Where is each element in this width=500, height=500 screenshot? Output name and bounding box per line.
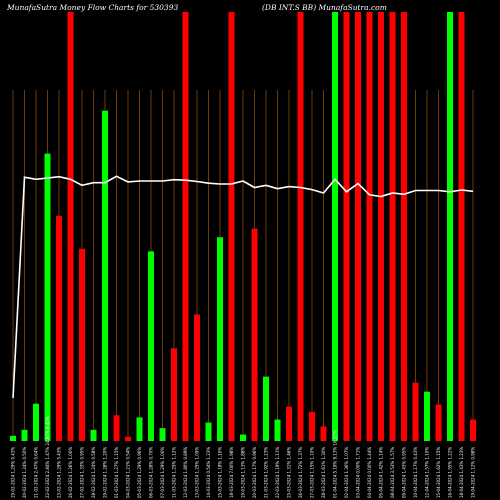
bar-up xyxy=(274,419,281,441)
bar-down xyxy=(56,215,62,441)
x-tick-label: 16-04-2024 1.55% 1.22% xyxy=(448,447,453,498)
bar-down xyxy=(389,12,396,441)
bar-up xyxy=(447,12,453,441)
x-tick-label: 15-03-2024 1.18% 1.10% xyxy=(218,447,223,498)
x-tick-label: 22-02-2024 2.84% 1.47% 24.97% 8.40% xyxy=(45,416,50,498)
x-tick-label: 06-03-2024 1.28% 0.70% xyxy=(149,447,154,498)
bar-up xyxy=(10,435,16,441)
chart-title-right: (DB INT.S BB) MunafaSutra.com xyxy=(262,3,387,12)
x-tick-label: 10-04-2024 1.17% 0.43% xyxy=(413,447,418,498)
x-tick-label: 27-03-2024 1.15% 1.10% xyxy=(310,447,315,498)
bar-up xyxy=(102,110,108,442)
bar-down xyxy=(251,228,258,441)
bar-up xyxy=(159,428,166,441)
chart-title-left: MunafaSutra Money Flow Charts for 530393 xyxy=(7,3,179,12)
x-tick-label: 01-04-2024 5.19% 9.13% 16.32% xyxy=(333,430,338,498)
x-tick-label: 20-02-2024 1.24% 0.50% xyxy=(22,447,27,498)
x-tick-label: 18-03-2024 7.00% 1.98% xyxy=(229,447,234,498)
x-tick-label: 07-03-2024 1.29% 1.00% xyxy=(160,447,165,498)
x-tick-label: 02-04-2024 1.36% 1.07% xyxy=(344,447,349,498)
bar-down xyxy=(458,12,465,441)
bar-down xyxy=(286,406,292,441)
x-tick-label: 25-03-2024 1.31% 1.46% xyxy=(287,447,292,498)
bar-down xyxy=(171,348,177,441)
x-tick-label: 27-02-2024 1.33% 0.95% xyxy=(80,447,85,498)
x-tick-label: 13-03-2024 1.25% 1.09% xyxy=(195,447,200,498)
x-tick-label: 28-02-2024 1.24% 0.58% xyxy=(91,447,96,498)
x-tick-label: 18-04-2024 1.43% 1.23% xyxy=(459,447,464,498)
bar-down xyxy=(297,12,304,441)
bar-up xyxy=(332,12,338,441)
x-tick-label: 04-04-2024 0.00% 1.44% xyxy=(367,447,372,498)
x-tick-label: 15-04-2024 1.62% 1.15% xyxy=(436,447,441,498)
bar-up xyxy=(217,237,223,441)
x-tick-label: 12-03-2024 1.80% 0.89% xyxy=(183,447,188,498)
bar-up xyxy=(136,417,143,441)
x-tick-label: 21-03-2024 1.92% 1.23% xyxy=(264,447,269,498)
x-tick-label: 14-03-2024 0.54% 1.23% xyxy=(206,447,211,498)
bar-up xyxy=(21,429,28,441)
bar-down xyxy=(378,12,384,441)
bar-down xyxy=(79,248,85,441)
x-tick-label: 05-04-2024 1.42% 1.14% xyxy=(379,447,384,498)
bar-up xyxy=(33,403,39,441)
x-tick-label: 05-03-2024 1.29% 0.96% xyxy=(137,447,142,498)
x-axis-labels: 19-02-2024 1.29% 0.43% 20-02-2024 1.24% 0… xyxy=(11,416,476,498)
price-line xyxy=(12,175,474,399)
bar-down xyxy=(355,12,361,441)
bar-up xyxy=(205,422,212,441)
x-tick-label: 04-03-2024 1.21% 0.54% xyxy=(126,447,131,498)
x-tick-label: 21-02-2024 2.47% 0.64% xyxy=(34,447,39,498)
bar-up xyxy=(424,391,430,441)
bar-up xyxy=(240,434,246,441)
bar-down xyxy=(309,411,315,441)
chart-title: MunafaSutra Money Flow Charts for 530393… xyxy=(0,3,500,17)
x-tick-label: 08-04-2024 3.53% 1.57% xyxy=(390,447,395,498)
x-tick-label: 09-04-2024 1.43% 0.95% xyxy=(402,447,407,498)
bar-up xyxy=(44,153,51,441)
x-tick-label: 01-03-2024 1.27% 1.15% xyxy=(114,447,119,498)
bar-down xyxy=(113,415,120,441)
bar-down xyxy=(320,426,327,441)
x-tick-label: 22-03-2024 1.19% 1.11% xyxy=(275,447,280,498)
bar-down xyxy=(401,12,407,441)
x-tick-label: 26-03-2024 1.72% 1.37% xyxy=(298,447,303,498)
bar-down xyxy=(194,314,200,441)
bar-down xyxy=(470,419,476,441)
bar-down xyxy=(343,12,350,441)
bar-down xyxy=(67,12,74,441)
bar-down xyxy=(228,12,235,441)
bar-down xyxy=(435,404,442,441)
x-tick-label: 20-03-2024 1.17% 0.96% xyxy=(252,447,257,498)
bar-down xyxy=(182,12,189,441)
bar-up xyxy=(148,251,154,441)
x-tick-label: 29-02-2024 1.28% 1.20% xyxy=(103,447,108,498)
bar-series xyxy=(10,12,476,442)
bar-down xyxy=(366,12,373,441)
bar-down xyxy=(412,382,419,441)
x-tick-label: 26-02-2024 1.26% 1.00% xyxy=(68,447,73,498)
x-tick-label: 23-02-2024 1.29% 5.43% xyxy=(57,447,62,498)
x-tick-label: 19-02-2024 1.29% 0.43% xyxy=(11,447,16,498)
x-tick-label: 03-04-2024 0.00% 1.71% xyxy=(356,447,361,498)
x-tick-label: 19-03-2024 1.13% 1.88% xyxy=(241,447,246,498)
bar-up xyxy=(90,429,97,441)
x-tick-label: 28-03-2024 1.61% 1.30% xyxy=(321,447,326,498)
x-tick-label: 19-04-2024 1.12% 0.98% xyxy=(471,447,476,498)
x-tick-label: 11-03-2024 1.25% 1.12% xyxy=(172,447,177,498)
x-tick-label: 12-04-2024 1.57% 1.10% xyxy=(425,447,430,498)
bar-up xyxy=(263,376,269,441)
bar-down xyxy=(125,436,131,441)
